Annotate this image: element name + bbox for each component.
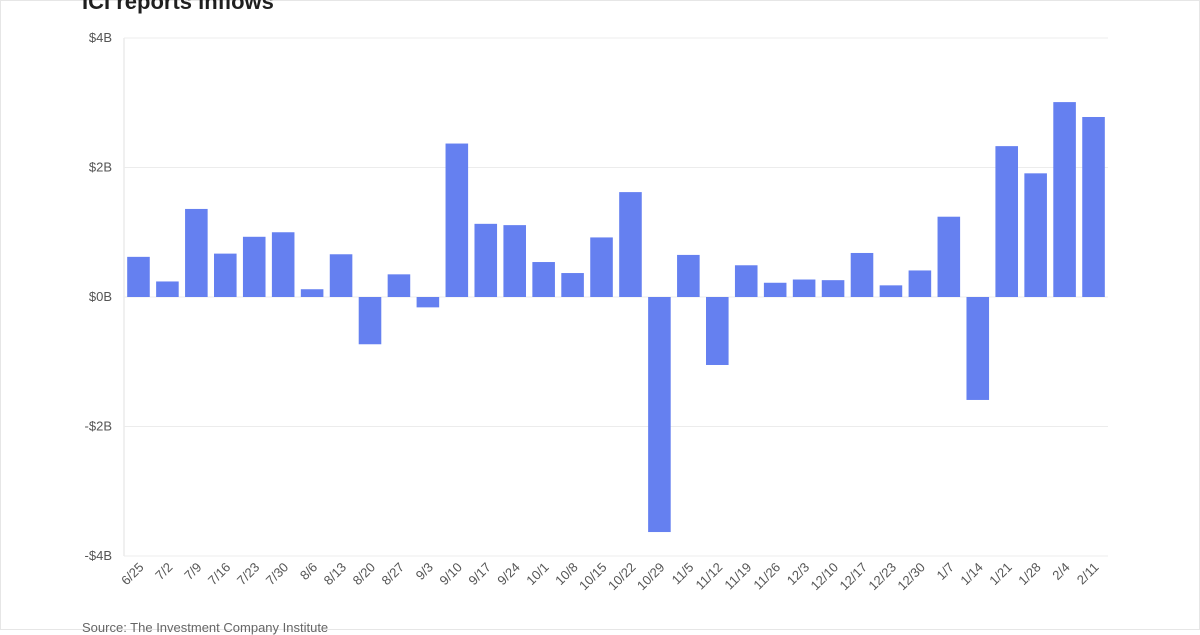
y-tick-label: -$4B [85,548,112,563]
x-tick-label: 9/17 [465,560,494,589]
x-tick-label: 2/4 [1049,560,1072,583]
bar-8-20 [358,297,382,345]
bar-10-8 [561,273,584,297]
x-tick-label: 1/7 [934,560,957,583]
x-tick-label: 8/13 [321,560,350,589]
x-axis: 6/25 7/2 7/9 7/16 7/23 7/30 8/6 8/13 8/20 8/27 9/3… [118,560,1102,594]
bar-11-19 [734,265,758,297]
x-tick-label: 11/26 [750,560,783,593]
bar-12-10 [821,280,845,297]
x-tick-label: 1/14 [957,560,986,589]
x-tick-label: 10/15 [576,560,610,594]
x-tick-label: 10/29 [634,560,668,594]
bar-9-17 [474,223,498,297]
bar-11-26 [763,282,787,297]
x-tick-label: 9/3 [413,560,436,583]
bar-8-27 [387,274,411,297]
x-tick-label: 1/21 [986,560,1015,589]
bar-1-28 [1024,173,1047,297]
bar-10-29 [648,297,671,533]
x-tick-label: 7/2 [152,560,175,583]
x-tick-label: 6/25 [118,560,147,589]
bar-9-24 [503,225,526,297]
chart-title: ICI reports inflows [82,0,274,14]
x-tick-label: 10/1 [523,560,552,589]
x-tick-label: 10/22 [605,560,639,594]
bar-12-23 [879,285,903,297]
x-tick-label: 8/20 [350,560,379,589]
bar-2-4 [1053,102,1076,297]
x-tick-label: 8/6 [297,560,320,583]
x-tick-label: 11/12 [692,560,725,593]
bar-11-5 [677,254,700,297]
bar-12-17 [850,252,874,297]
x-tick-label: 8/27 [379,560,408,589]
bar-1-7 [937,216,961,297]
x-tick-label: 11/5 [669,560,697,588]
x-tick-label: 12/10 [808,560,842,594]
x-tick-label: 2/11 [1074,560,1102,588]
bars [127,102,1105,533]
bar-2-11 [1082,116,1105,298]
grid-layer [123,37,1108,557]
bar-12-30 [908,270,932,297]
bar-10-15 [590,237,613,297]
bar-11-12 [706,297,729,365]
bar-7-16 [214,253,237,297]
x-tick-label: 12/17 [837,560,871,594]
x-tick-label: 7/9 [181,560,204,583]
y-tick-label: $0B [89,289,112,304]
y-tick-label: $4B [89,30,112,45]
x-tick-label: 7/16 [205,560,234,589]
x-tick-label: 12/30 [894,560,928,594]
bar-9-3 [416,297,440,308]
bar-7-2 [156,281,179,297]
bar-6-25 [127,256,150,297]
bar-10-22 [619,192,642,297]
x-tick-label: 9/10 [436,560,465,589]
bar-12-3 [792,279,816,297]
bar-7-30 [271,232,295,297]
x-tick-label: 9/24 [494,560,523,589]
bar-8-6 [300,289,324,297]
y-tick-label: $2B [89,160,112,175]
source-note: Source: The Investment Company Institute [82,620,329,635]
bar-8-13 [329,254,353,297]
bar-1-14 [966,297,990,400]
x-tick-label: 1/28 [1015,560,1044,589]
y-axis: $4B $2B $0B -$2B -$4B [85,30,112,563]
x-tick-label: 11/19 [721,560,754,593]
y-tick-label: -$2B [85,419,112,434]
bar-10-1 [532,262,555,297]
bar-7-23 [242,236,266,297]
bar-7-9 [185,208,208,297]
x-tick-label: 7/23 [234,560,263,589]
x-tick-label: 7/30 [263,560,292,589]
bar-9-10 [445,143,469,297]
bar-1-21 [995,146,1018,297]
x-tick-label: 12/23 [865,560,899,594]
